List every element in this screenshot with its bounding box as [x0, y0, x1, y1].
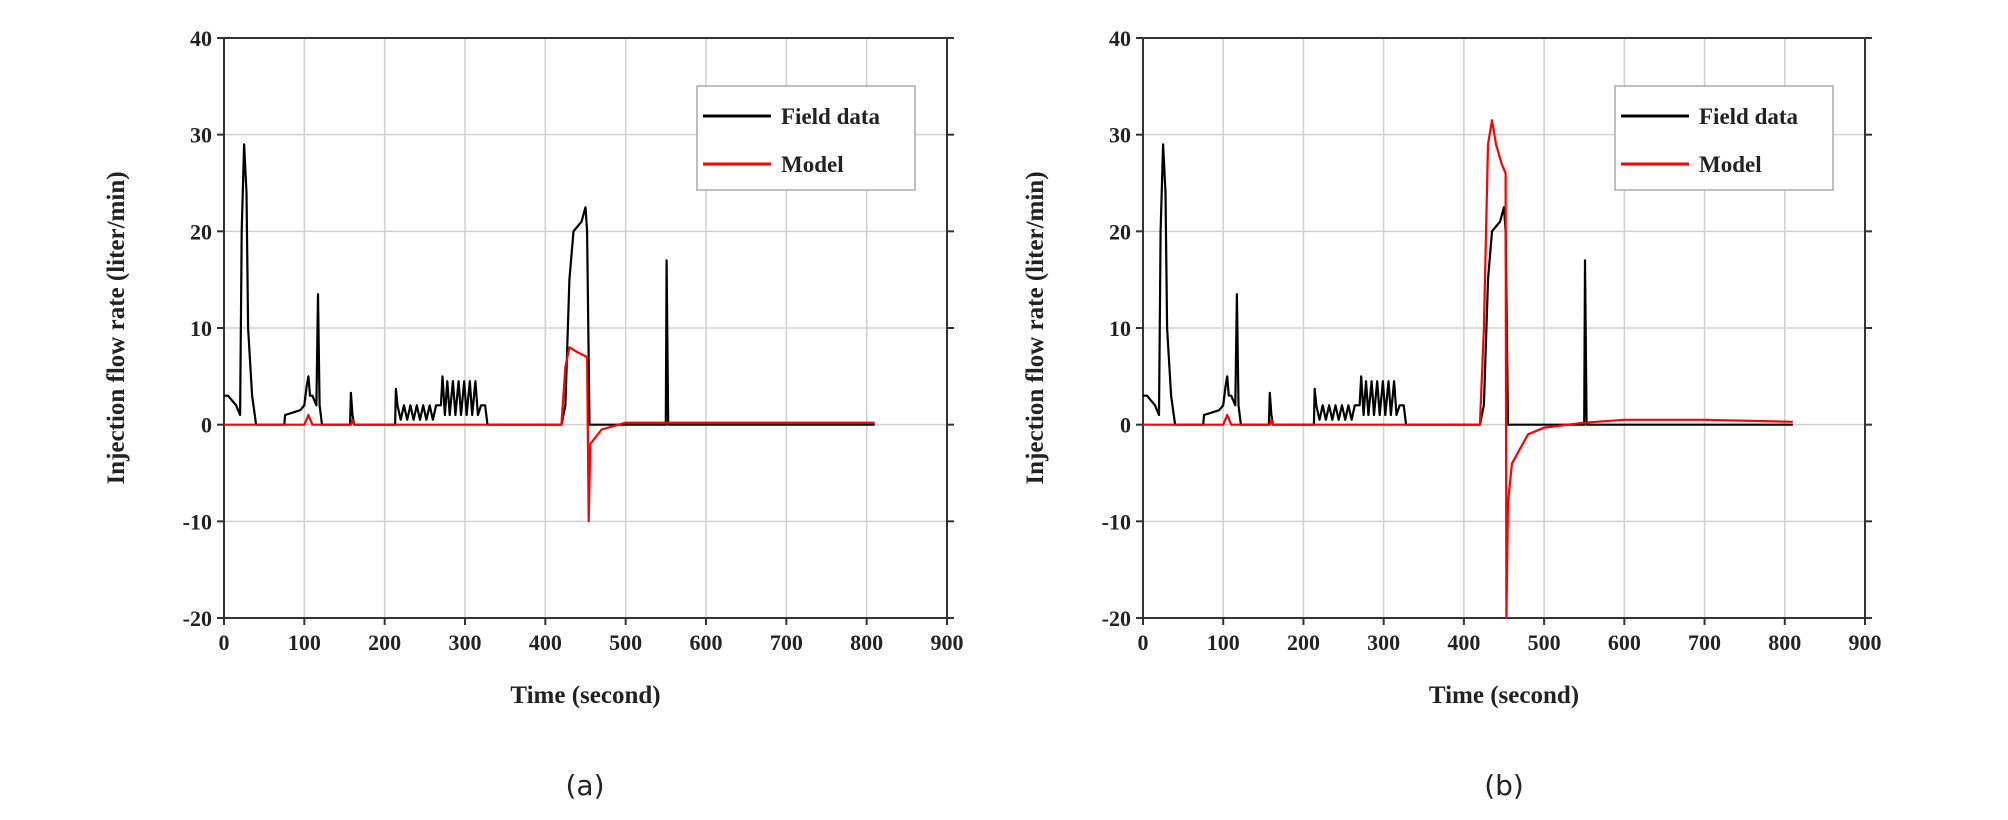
panel-caption: (b) — [1484, 769, 1524, 802]
x-tick-label: 200 — [1287, 630, 1320, 655]
y-tick-label: 30 — [190, 123, 212, 148]
y-tick-label: 20 — [190, 219, 212, 244]
x-tick-label: 900 — [931, 630, 964, 655]
x-tick-label: 800 — [850, 630, 883, 655]
y-tick-label: 40 — [1109, 26, 1131, 51]
chart-panel-a: 0 100 200 300 400 500 600 700 800 900 -20 -10 0 10 20 3… — [103, 26, 964, 802]
y-tick-label: -20 — [1102, 606, 1131, 631]
y-tick-label: 40 — [190, 26, 212, 51]
y-tick-label: 30 — [1109, 123, 1131, 148]
x-tick-label: 300 — [449, 630, 482, 655]
x-axis-label: Time (second) — [510, 682, 660, 709]
legend-box — [696, 85, 916, 191]
x-tick-label: 200 — [368, 630, 401, 655]
x-tick-label: 600 — [1608, 630, 1641, 655]
y-axis-label: Injection flow rate (liter/min) — [103, 171, 130, 484]
y-tick-label: 0 — [1120, 413, 1131, 438]
plot-frame — [1142, 37, 1866, 619]
legend-label: Model — [781, 152, 844, 177]
chart-panel-b: 0 100 200 300 400 500 600 700 800 900 -20 -10 0 10 20 3… — [1022, 26, 1882, 802]
x-tick-label: 100 — [288, 630, 321, 655]
legend-label: Field data — [1699, 104, 1799, 129]
x-tick-label: 900 — [1849, 630, 1882, 655]
y-axis-label: Injection flow rate (liter/min) — [1022, 171, 1049, 484]
x-tick-label: 100 — [1207, 630, 1240, 655]
panel-caption: (a) — [565, 769, 604, 802]
x-axis-label: Time (second) — [1429, 682, 1579, 709]
x-tick-label: 0 — [1138, 630, 1149, 655]
y-tick-label: 20 — [1109, 219, 1131, 244]
y-tick-label: -20 — [183, 606, 212, 631]
y-tick-label: 10 — [1109, 316, 1131, 341]
series-line-model — [1143, 119, 1793, 620]
x-tick-label: 300 — [1367, 630, 1400, 655]
series-line-model — [224, 346, 875, 523]
x-tick-label: 500 — [1528, 630, 1561, 655]
legend-label: Field data — [781, 104, 881, 129]
x-tick-label: 0 — [219, 630, 230, 655]
x-tick-label: 700 — [770, 630, 803, 655]
y-tick-label: -10 — [183, 509, 212, 534]
y-tick-label: 10 — [190, 316, 212, 341]
x-tick-label: 600 — [690, 630, 723, 655]
x-tick-label: 400 — [529, 630, 562, 655]
plot-frame — [223, 37, 948, 619]
x-tick-label: 700 — [1688, 630, 1721, 655]
x-tick-label: 500 — [609, 630, 642, 655]
legend-box — [1614, 85, 1834, 191]
y-tick-label: -10 — [1102, 509, 1131, 534]
legend-label: Model — [1699, 152, 1762, 177]
y-tick-label: 0 — [201, 413, 212, 438]
x-tick-label: 400 — [1447, 630, 1480, 655]
x-tick-label: 800 — [1768, 630, 1801, 655]
